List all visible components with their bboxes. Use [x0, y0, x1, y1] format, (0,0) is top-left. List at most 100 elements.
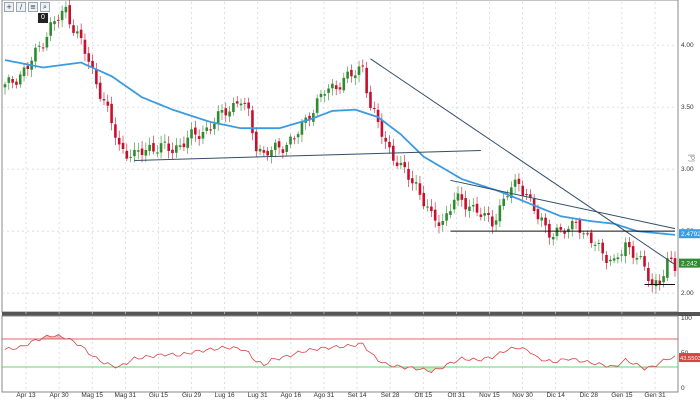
candle-body [464, 198, 467, 210]
candle-body [551, 236, 555, 240]
candle-body [620, 254, 624, 256]
candle-body [578, 220, 582, 233]
x-tick-label: Mag 15 [81, 392, 103, 399]
candle-body [205, 127, 209, 131]
candle-body [647, 267, 650, 282]
candle-body [639, 256, 643, 258]
candle-body [7, 77, 11, 83]
candle-body [589, 232, 593, 244]
list-icon[interactable]: ≡ [28, 2, 38, 12]
candle-body [597, 242, 601, 244]
trendline [450, 179, 676, 230]
candle-body [220, 110, 224, 113]
candle-body [121, 142, 125, 149]
candle-body [612, 258, 616, 261]
candle-body [296, 134, 300, 138]
candle-body [140, 148, 144, 156]
rsi-panel [1, 315, 679, 393]
y-tick-label: 3.00 [681, 166, 694, 173]
candle-body [175, 145, 178, 153]
candle-body [540, 217, 544, 221]
candle-body [216, 111, 220, 124]
ma-value-label: 2.4792 [681, 231, 700, 238]
x-tick-label: Gen 31 [644, 392, 666, 399]
candle-body [628, 241, 631, 248]
candle-body [490, 216, 494, 227]
candle-body [60, 10, 64, 21]
candle-body [266, 150, 269, 156]
candle-body [529, 194, 532, 198]
candle-body [144, 149, 148, 156]
candle-body [289, 136, 292, 145]
draw-icon[interactable]: ∕ [16, 2, 26, 12]
candle-body [563, 231, 566, 234]
candle-body [559, 227, 563, 230]
candle-body [186, 137, 190, 148]
candle-body [342, 77, 346, 91]
candle-body [669, 257, 673, 259]
candle-body [34, 47, 37, 62]
drawing-count-badge[interactable]: 0 [38, 13, 48, 23]
candle-body [91, 60, 94, 68]
candle-body [441, 221, 445, 225]
candle-body [567, 228, 570, 233]
candle-body [18, 74, 22, 85]
candle-body [426, 206, 429, 208]
candle-body [456, 193, 460, 201]
candle-body [372, 108, 376, 110]
candle-body [194, 127, 197, 135]
candle-body [502, 198, 505, 206]
candle-body [98, 82, 102, 99]
candle-body [190, 129, 193, 139]
candle-body [601, 242, 604, 254]
candle-body [654, 280, 658, 287]
candle-body [64, 6, 68, 13]
candle-body [87, 53, 91, 62]
rsi-line [4, 334, 676, 373]
candle-body [365, 67, 368, 94]
candle-body [475, 203, 479, 213]
candle-body [570, 220, 574, 230]
candle-body [498, 205, 502, 222]
candle-body [285, 144, 289, 152]
candle-body [334, 85, 338, 90]
candle-body [281, 149, 285, 153]
rsi-value-label: 43.5503 [680, 356, 700, 362]
candle-body [388, 141, 391, 148]
last-price-label-bg [679, 258, 700, 268]
candle-body [430, 206, 433, 212]
candle-body [460, 194, 464, 200]
y-tick-label: 3.50 [681, 104, 694, 111]
candle-body [79, 29, 83, 39]
candle-body [22, 67, 26, 77]
candle-body [483, 213, 486, 216]
candle-body [277, 141, 281, 148]
candle-body [452, 199, 456, 210]
candle-body [544, 217, 547, 226]
candle-body [228, 111, 231, 117]
candle-body [586, 233, 589, 235]
candle-body [163, 141, 167, 143]
candle-body [171, 149, 174, 154]
candle-body [346, 71, 349, 79]
plus-icon[interactable]: + [4, 2, 14, 12]
candle-body [117, 137, 121, 145]
zoom-icon[interactable]: ⌕ [40, 2, 50, 12]
candle-body [331, 83, 334, 89]
candle-body [631, 246, 635, 258]
x-tick-label: Apr 30 [50, 392, 70, 399]
candle-body [574, 221, 578, 223]
candle-body [308, 115, 311, 121]
candle-body [37, 45, 41, 47]
candle-body [270, 149, 273, 157]
candle-body [521, 185, 525, 196]
candle-body [251, 110, 254, 134]
candle-body [666, 258, 669, 278]
candle-body [159, 143, 163, 153]
candle-body [487, 212, 490, 216]
candle-body [555, 227, 559, 237]
price-panel [1, 0, 679, 313]
candle-body [479, 214, 483, 217]
